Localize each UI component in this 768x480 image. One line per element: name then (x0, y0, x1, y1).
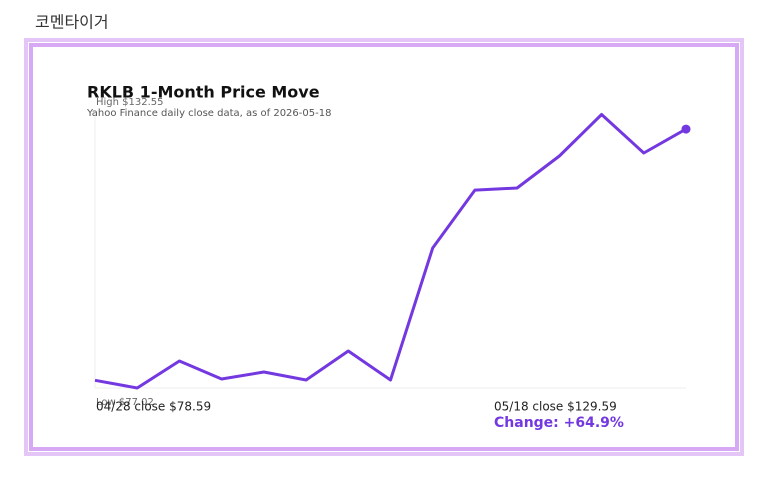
frame-outer (24, 38, 744, 456)
price-line (94, 113, 687, 390)
end-label: 05/18 close $129.59 (494, 400, 617, 414)
change-label: Change: +64.9% (494, 415, 624, 431)
high-label: High $132.55 (96, 97, 164, 108)
end-point (681, 124, 691, 134)
chart-subtitle: Yahoo Finance daily close data, as of 20… (86, 108, 331, 119)
low-label: Low $77.02 (96, 397, 154, 408)
start-label: 04/28 close $78.59 (96, 400, 211, 414)
page-title: 코멘타이거 (35, 13, 109, 32)
chart-title: RKLB 1-Month Price Move (87, 83, 320, 102)
